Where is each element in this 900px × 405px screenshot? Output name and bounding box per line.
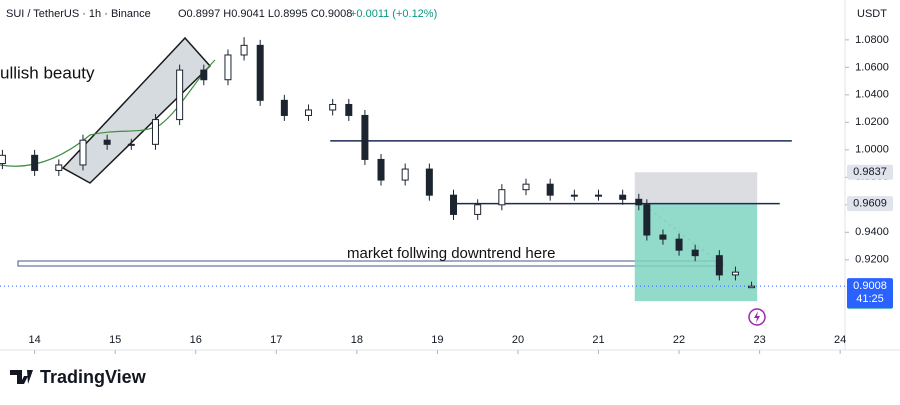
y-tick-label: 1.0000 (855, 144, 889, 156)
x-tick-label: 18 (351, 334, 363, 346)
last-price-label: 0.9008 (853, 280, 887, 292)
candle-body (595, 194, 603, 197)
candle-body (103, 139, 111, 145)
candle-body (659, 234, 667, 240)
logo-mark (10, 370, 33, 384)
stop-zone (634, 172, 758, 204)
candle-body (280, 99, 288, 116)
candle-body (377, 158, 385, 181)
candle-body (691, 249, 699, 257)
x-tick-label: 20 (512, 334, 524, 346)
y-tick-label: 0.9200 (855, 254, 889, 266)
x-tick-label: 24 (834, 334, 846, 346)
x-tick-label: 21 (592, 334, 604, 346)
chart-title: SUI / TetherUS · 1h · Binance (6, 8, 151, 20)
candle-body (474, 204, 482, 215)
logo: TradingView (10, 367, 147, 387)
last-price-bg (847, 278, 893, 309)
candle-body (731, 271, 739, 276)
candle-body (240, 44, 248, 56)
candle-body (200, 69, 208, 81)
y-tick-label: 1.0400 (855, 89, 889, 101)
price-series (0, 37, 845, 289)
candle-body (715, 255, 723, 276)
candle-body (345, 103, 353, 116)
countdown: 41:25 (856, 293, 884, 305)
candle-body (79, 139, 87, 166)
alert-bolt (754, 311, 760, 323)
candle-body (224, 54, 232, 81)
entry-label-bg (847, 196, 893, 212)
candle-body (498, 189, 506, 206)
candle-body (361, 114, 369, 160)
candle-body (401, 168, 409, 181)
currency: USDT (857, 8, 887, 20)
candle-body (570, 194, 578, 197)
candle-body (748, 285, 756, 289)
candle-body (256, 44, 264, 101)
x-tick-label: 14 (29, 334, 41, 346)
moving-average (0, 59, 216, 167)
candle-body (619, 194, 627, 200)
candle-body (635, 198, 643, 206)
candle-body (151, 119, 159, 145)
candle-body (127, 143, 135, 146)
candle-body (546, 183, 554, 196)
candle-body (522, 183, 530, 191)
x-tick-label: 23 (753, 334, 765, 346)
candle-body (675, 238, 683, 251)
candle-body (0, 154, 6, 165)
y-tick-label: 0.9400 (855, 226, 889, 238)
annotation: ullish beauty (0, 63, 95, 82)
y-tick-label: 1.0200 (855, 116, 889, 128)
candle-body (176, 69, 184, 121)
candle-body (643, 204, 651, 236)
annotation: market follwing downtrend here (347, 245, 555, 262)
candle-body (31, 154, 39, 171)
position-tool (634, 172, 758, 302)
change: +0.0011 (+0.12%) (350, 8, 437, 20)
y-tick-label: 1.0800 (855, 34, 889, 46)
brand: TradingView (40, 367, 147, 387)
x-tick-label: 22 (673, 334, 685, 346)
x-tick-label: 15 (109, 334, 121, 346)
candle-body (329, 103, 337, 111)
candle-body (450, 194, 458, 215)
candle-body (55, 164, 63, 171)
entry-label: 0.9609 (853, 197, 887, 209)
candle-body (425, 168, 433, 196)
ohlc-legend: O0.8997 H0.9041 L0.8995 C0.9008 (178, 8, 352, 20)
stop-label: 0.9837 (853, 166, 887, 178)
y-tick-label: 1.0600 (855, 61, 889, 73)
x-tick-label: 17 (270, 334, 282, 346)
stop-label-bg (847, 164, 893, 180)
candle-body (305, 109, 313, 116)
x-tick-label: 19 (431, 334, 443, 346)
x-tick-label: 16 (190, 334, 202, 346)
